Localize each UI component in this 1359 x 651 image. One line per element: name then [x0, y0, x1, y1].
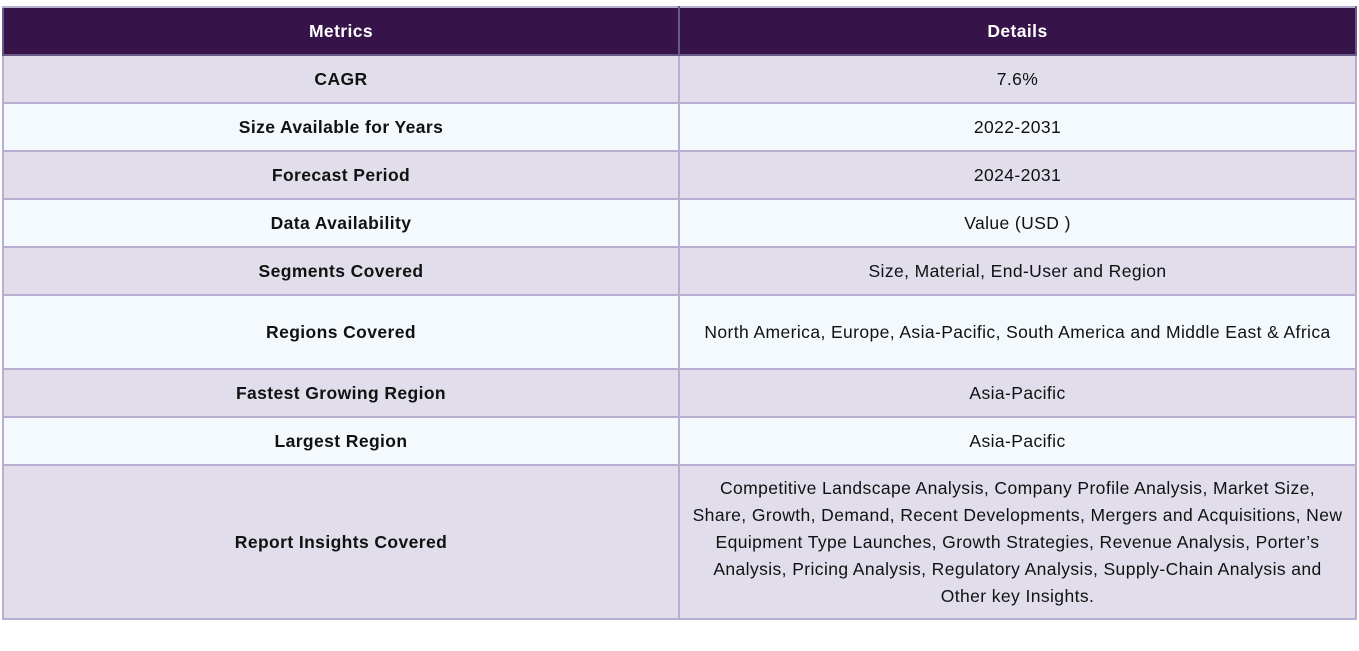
detail-cell: Value (USD ) [678, 198, 1357, 248]
metric-cell: Regions Covered [2, 294, 680, 370]
metric-cell: Fastest Growing Region [2, 368, 680, 418]
table-row-report-insights: Report Insights Covered Competitive Land… [2, 464, 1357, 620]
metric-cell: CAGR [2, 54, 680, 104]
report-metrics-table: Metrics Details CAGR 7.6% Size Available… [2, 6, 1357, 620]
detail-cell: North America, Europe, Asia-Pacific, Sou… [678, 294, 1357, 370]
table-row-size-years: Size Available for Years 2022-2031 [2, 102, 1357, 152]
table-row-regions-covered: Regions Covered North America, Europe, A… [2, 294, 1357, 370]
table-row-segments-covered: Segments Covered Size, Material, End-Use… [2, 246, 1357, 296]
metric-cell: Data Availability [2, 198, 680, 248]
table-row-forecast-period: Forecast Period 2024-2031 [2, 150, 1357, 200]
table-header-row: Metrics Details [2, 6, 1357, 56]
detail-cell: Size, Material, End-User and Region [678, 246, 1357, 296]
detail-cell: 7.6% [678, 54, 1357, 104]
table-row-fastest-growing-region: Fastest Growing Region Asia-Pacific [2, 368, 1357, 418]
detail-cell: Competitive Landscape Analysis, Company … [678, 464, 1357, 620]
metric-cell: Size Available for Years [2, 102, 680, 152]
metric-cell: Segments Covered [2, 246, 680, 296]
table-row-data-availability: Data Availability Value (USD ) [2, 198, 1357, 248]
detail-cell: 2022-2031 [678, 102, 1357, 152]
table-row-cagr: CAGR 7.6% [2, 54, 1357, 104]
header-details: Details [678, 6, 1357, 56]
report-metrics-table-container: Metrics Details CAGR 7.6% Size Available… [2, 6, 1357, 620]
detail-cell: Asia-Pacific [678, 368, 1357, 418]
metric-cell: Largest Region [2, 416, 680, 466]
header-metrics: Metrics [2, 6, 680, 56]
metric-cell: Forecast Period [2, 150, 680, 200]
table-row-largest-region: Largest Region Asia-Pacific [2, 416, 1357, 466]
metric-cell: Report Insights Covered [2, 464, 680, 620]
detail-cell: Asia-Pacific [678, 416, 1357, 466]
detail-cell: 2024-2031 [678, 150, 1357, 200]
